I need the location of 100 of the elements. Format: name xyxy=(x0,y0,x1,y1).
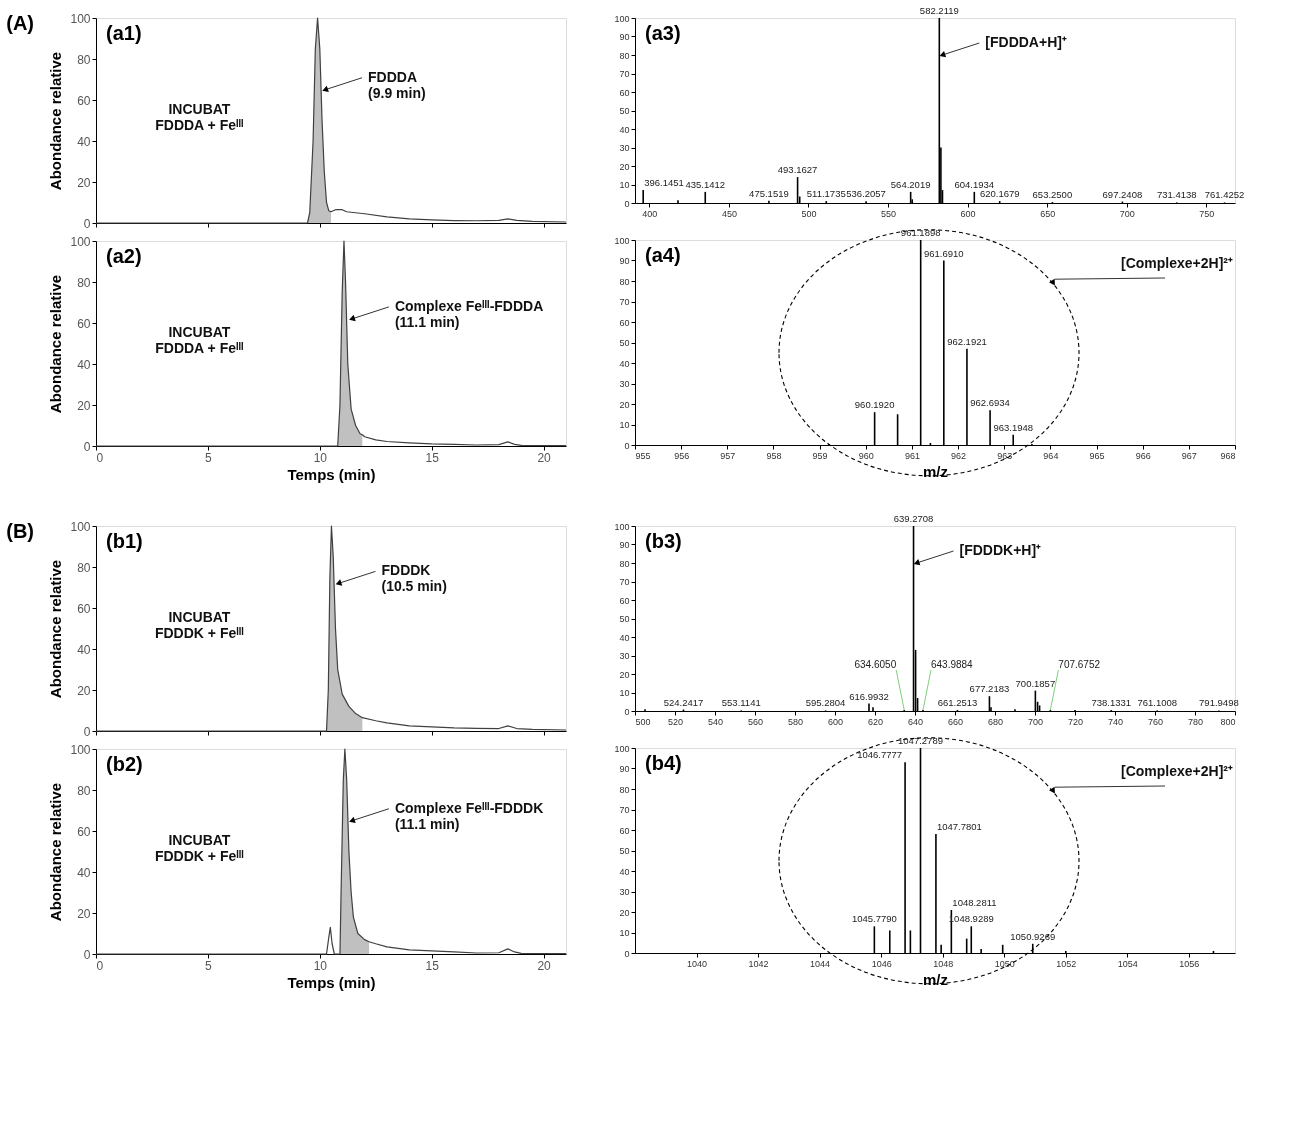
x-tick-label: 700 xyxy=(1027,716,1044,727)
x-tick-label: 15 xyxy=(425,450,440,465)
annotation: 511.1735 xyxy=(806,188,846,200)
x-tick-label: 660 xyxy=(947,716,964,727)
x-tick-label: 1050 xyxy=(994,958,1015,969)
annotation: 791.9498 xyxy=(1199,697,1239,709)
x-tick-label: 15 xyxy=(425,958,440,973)
annotation: 761.1008 xyxy=(1137,697,1178,709)
x-tick-label: 1046 xyxy=(871,958,892,969)
y-tick-label: 100 xyxy=(70,234,91,249)
line-series xyxy=(95,748,567,955)
y-tick-label: 100 xyxy=(614,521,630,532)
y-tick-label: 100 xyxy=(70,742,91,757)
x-tick-label: 1054 xyxy=(1117,958,1138,969)
annotation: 1045.7790 xyxy=(851,913,897,925)
annotation: 524.2417 xyxy=(663,696,704,708)
line-series xyxy=(95,17,567,224)
y-tick-label: 60 xyxy=(619,87,630,98)
y-tick-label: 70 xyxy=(619,805,630,815)
x-tick-label: 961 xyxy=(904,450,920,461)
x-axis-title: Temps (min) xyxy=(287,465,376,483)
y-tick-label: 80 xyxy=(77,52,91,67)
y-tick-label: 80 xyxy=(77,560,91,575)
annotation: 553.1141 xyxy=(721,697,761,709)
y-tick-label: 40 xyxy=(619,632,630,643)
annotation: [Complexe+2H]²⁺ xyxy=(1121,763,1233,779)
x-tick-label: 959 xyxy=(812,450,828,461)
x-tick-label: 620 xyxy=(867,716,884,727)
annotation: 639.2708 xyxy=(893,513,934,524)
y-tick-label: 90 xyxy=(619,256,630,266)
chart-title: (b4) xyxy=(645,752,682,774)
annotation: INCUBAT FDDDK + Feᴵᴵᴵ xyxy=(154,609,244,642)
y-tick-label: 40 xyxy=(619,124,630,135)
y-tick-label: 60 xyxy=(77,316,91,331)
annotation: 1047.2789 xyxy=(898,735,943,746)
annotation: [Complexe+2H]²⁺ xyxy=(1121,255,1233,271)
annotation: FDDDK (10.5 min) xyxy=(381,562,447,595)
annotation: 961.6910 xyxy=(924,247,964,259)
y-tick-label: 80 xyxy=(619,50,630,61)
annotation: 960.1920 xyxy=(854,399,895,411)
y-axis-title: Abondance relative xyxy=(47,274,65,414)
x-tick-label: 680 xyxy=(987,716,1004,727)
x-tick-label: 750 xyxy=(1199,208,1215,219)
annotation: 643.9884 xyxy=(930,659,974,671)
x-tick-label: 540 xyxy=(707,716,724,727)
y-tick-label: 40 xyxy=(619,866,630,877)
x-axis-title: m/z xyxy=(922,462,949,480)
y-tick-label: 70 xyxy=(619,69,630,79)
annotation: 961.1898 xyxy=(900,227,941,238)
annotation: 564.2019 xyxy=(890,178,931,190)
annotation: 677.2183 xyxy=(969,683,1010,695)
annotation: 731.4138 xyxy=(1156,189,1197,201)
x-tick-label: 600 xyxy=(827,716,844,727)
y-tick-label: 10 xyxy=(619,420,630,430)
x-tick-label: 1040 xyxy=(687,958,708,969)
y-tick-label: 70 xyxy=(619,297,630,307)
x-tick-label: 720 xyxy=(1067,716,1084,727)
x-tick-label: 965 xyxy=(1089,450,1105,461)
annotation: 661.2513 xyxy=(937,697,978,709)
text: (A) xyxy=(6,12,34,34)
y-tick-label: 50 xyxy=(619,614,630,624)
x-tick-label: 966 xyxy=(1135,450,1151,461)
annotation: FDDDA (9.9 min) xyxy=(368,68,426,101)
y-axis-title: Abondance relative xyxy=(47,559,65,699)
annotation: 604.1934 xyxy=(954,178,995,190)
y-tick-label: 70 xyxy=(619,577,630,587)
y-tick-label: 60 xyxy=(77,601,91,616)
y-tick-label: 80 xyxy=(77,275,91,290)
x-tick-label: 957 xyxy=(720,450,736,461)
annotation: 582.2119 xyxy=(919,5,959,16)
y-tick-label: 80 xyxy=(77,783,91,798)
x-tick-label: 962 xyxy=(951,450,967,461)
annotation: 963.1948 xyxy=(993,421,1034,433)
y-tick-label: 20 xyxy=(619,161,630,172)
y-tick-label: 20 xyxy=(77,683,91,698)
y-tick-label: 10 xyxy=(619,688,630,698)
y-tick-label: 0 xyxy=(624,948,630,959)
line-series xyxy=(95,240,567,447)
chart-title: (a2) xyxy=(106,245,142,267)
y-tick-label: 20 xyxy=(77,906,91,921)
x-tick-label: 1044 xyxy=(810,958,831,969)
x-tick-label: 5 xyxy=(205,450,213,465)
x-tick-label: 500 xyxy=(801,208,817,219)
x-tick-label: 955 xyxy=(635,450,651,461)
x-tick-label: 964 xyxy=(1043,450,1059,461)
chart-title: (a1) xyxy=(106,22,142,44)
annotation: [FDDDK+H]⁺ xyxy=(959,542,1042,558)
annotation: 761.4252 xyxy=(1204,189,1245,201)
x-tick-label: 960 xyxy=(858,450,874,461)
x-tick-label: 700 xyxy=(1119,208,1135,219)
y-tick-label: 30 xyxy=(619,143,630,153)
annotation: Complexe Feᴵᴵᴵ-FDDDK (11.1 min) xyxy=(394,799,544,832)
chart-title: (b3) xyxy=(645,530,682,552)
y-tick-label: 60 xyxy=(619,825,630,836)
y-tick-label: 30 xyxy=(619,379,630,389)
x-tick-label: 800 xyxy=(1220,716,1236,727)
annotation: 616.9932 xyxy=(849,690,889,702)
y-tick-label: 0 xyxy=(624,706,630,717)
x-tick-label: 0 xyxy=(96,450,104,465)
x-tick-label: 956 xyxy=(674,450,690,461)
